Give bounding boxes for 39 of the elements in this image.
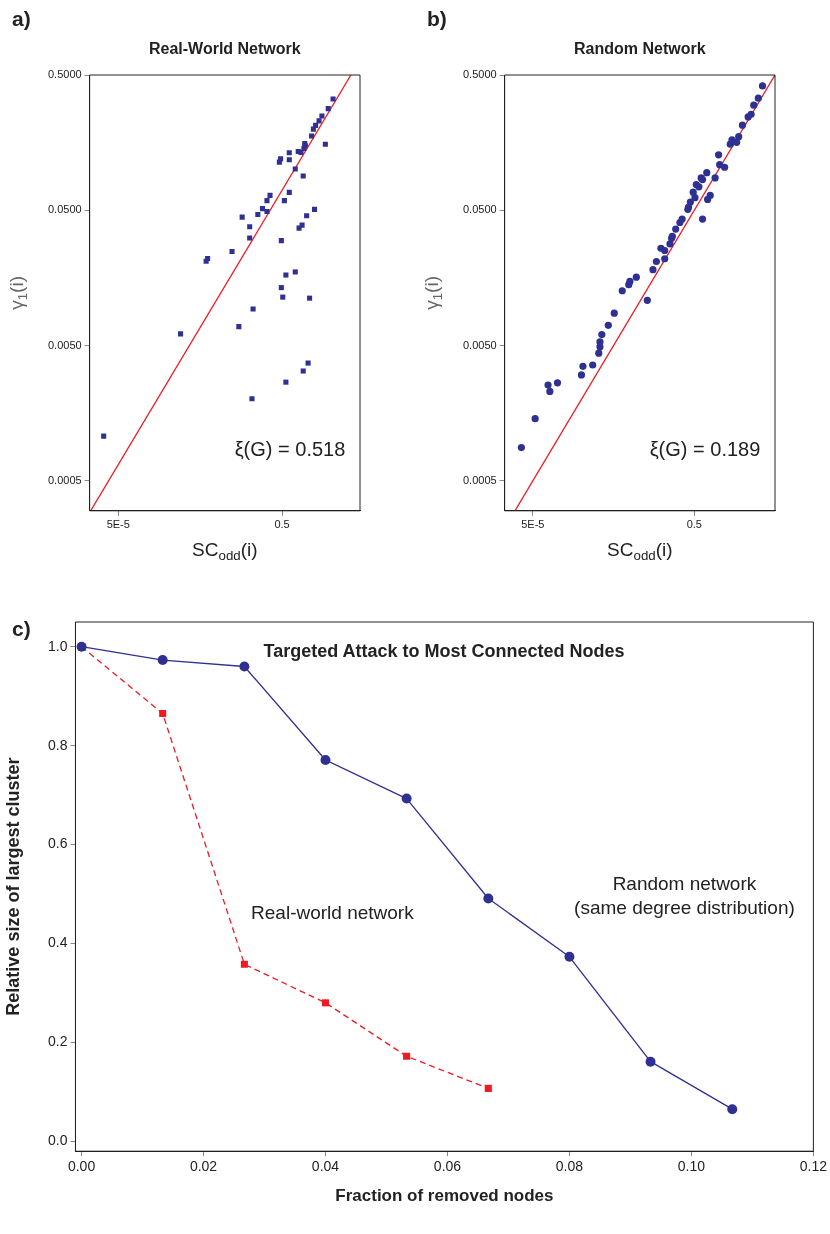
y-tick-label: 0.0500 bbox=[462, 203, 497, 216]
series-label: Random network (same degree distribution) bbox=[574, 873, 795, 919]
annotation: ξ(G) = 0.189 bbox=[649, 438, 761, 461]
y-tick-label: 0.4 bbox=[47, 934, 68, 951]
text: a) bbox=[12, 6, 31, 30]
x-tick-label: 0.06 bbox=[433, 1158, 462, 1175]
y-tick-label: 0.0500 bbox=[47, 203, 82, 216]
chart-title: Real-World Network bbox=[148, 40, 301, 58]
y-tick-label: 0.5000 bbox=[47, 68, 82, 81]
chart-title: Random Network bbox=[574, 40, 706, 58]
series-label: Real-world network bbox=[251, 902, 415, 924]
x-tick-label: 5E-5 bbox=[106, 518, 130, 531]
y-tick-label: 0.8 bbox=[47, 736, 68, 753]
x-tick-label: 0.10 bbox=[677, 1158, 706, 1175]
x-tick-label: 0.12 bbox=[799, 1158, 828, 1175]
y-axis-title: γ1(i) bbox=[6, 276, 31, 310]
x-tick-label: 0.00 bbox=[67, 1158, 96, 1175]
text: b) bbox=[427, 6, 447, 30]
y-tick-label: 1.0 bbox=[47, 637, 68, 654]
y-axis-title: γ1(i) bbox=[421, 276, 446, 310]
x-tick-label: 0.04 bbox=[311, 1158, 340, 1175]
y-tick-label: 0.0050 bbox=[462, 338, 497, 351]
text: Targeted Attack to Most Connected Nodes bbox=[263, 640, 625, 661]
x-tick-label: 0.02 bbox=[189, 1158, 218, 1175]
x-tick-label: 0.5 bbox=[274, 518, 290, 531]
y-tick-label: 0.0005 bbox=[462, 473, 497, 486]
y-tick-label: 0.0005 bbox=[47, 473, 82, 486]
annotation: ξ(G) = 0.518 bbox=[234, 438, 346, 461]
y-tick-label: 0.5000 bbox=[462, 68, 497, 81]
text: c) bbox=[12, 616, 31, 640]
x-tick-label: 5E-5 bbox=[521, 518, 545, 531]
x-tick-label: 0.08 bbox=[555, 1158, 584, 1175]
y-tick-label: 0.0050 bbox=[47, 338, 82, 351]
y-tick-label: 0.0 bbox=[47, 1132, 68, 1149]
y-tick-label: 0.6 bbox=[47, 835, 68, 852]
y-axis-title: Relative size of largest cluster bbox=[2, 757, 23, 1016]
y-tick-label: 0.2 bbox=[47, 1033, 68, 1050]
x-axis-title: Fraction of removed nodes bbox=[335, 1185, 554, 1205]
x-tick-label: 0.5 bbox=[686, 518, 702, 531]
